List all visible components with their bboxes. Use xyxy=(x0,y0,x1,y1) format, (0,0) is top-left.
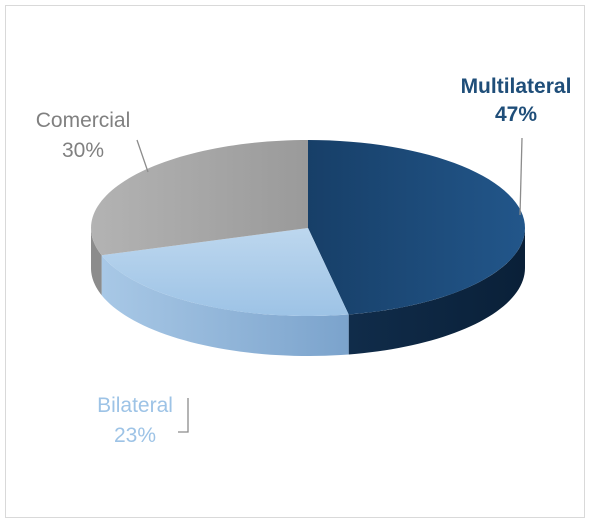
pie-side-comercial xyxy=(91,228,102,296)
leader-line-comercial xyxy=(136,139,149,173)
slice-label-bilateral: Bilateral xyxy=(97,394,173,417)
pie-side-multilateral xyxy=(348,228,525,355)
pie-slice-multilateral xyxy=(308,140,525,315)
slice-value-multilateral: 47% xyxy=(495,103,537,126)
pie-side-bilateral xyxy=(101,255,349,356)
leader-line-bilateral xyxy=(178,398,189,433)
slice-label-multilateral: Multilateral xyxy=(461,75,572,98)
slice-value-bilateral: 23% xyxy=(114,424,156,447)
slice-label-comercial: Comercial xyxy=(36,109,131,132)
pie-slice-bilateral xyxy=(101,228,349,316)
leader-line-multilateral xyxy=(519,137,523,216)
slice-value-comercial: 30% xyxy=(62,139,104,162)
pie-slice-comercial xyxy=(91,140,308,256)
